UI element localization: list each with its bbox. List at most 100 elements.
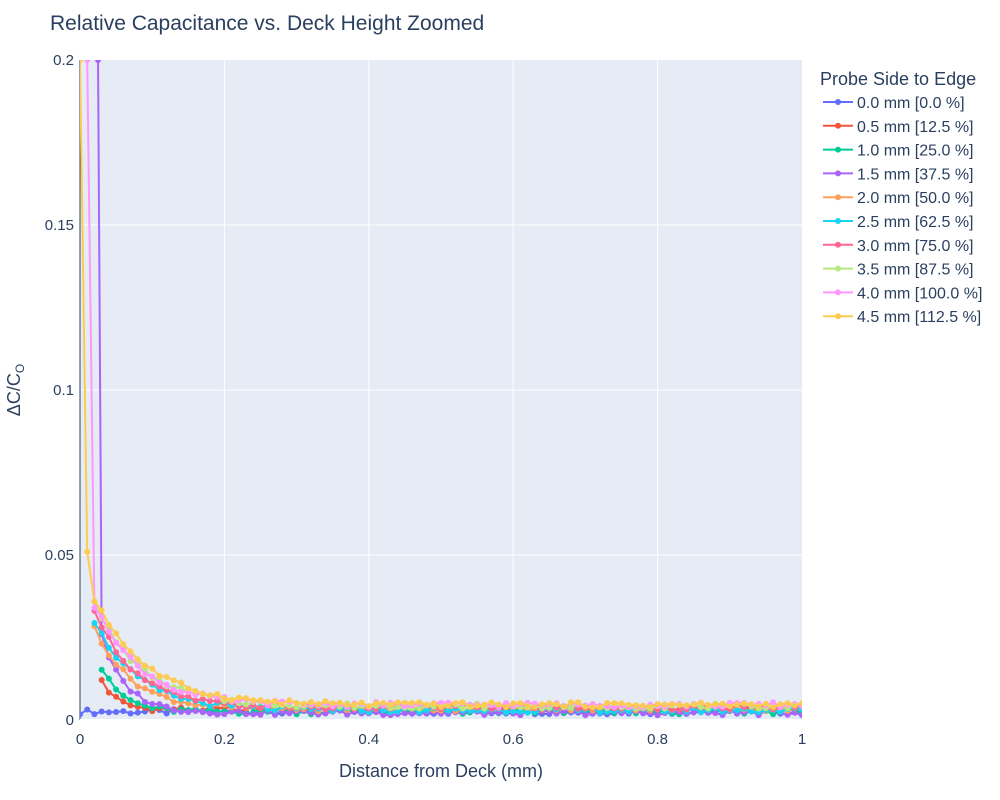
data-point [799, 712, 802, 719]
data-point [214, 690, 221, 697]
data-point [127, 702, 134, 709]
data-point [531, 704, 538, 711]
legend-marker-swatch [835, 218, 841, 224]
legend-item[interactable]: 4.5 mm [112.5 %] [823, 309, 981, 326]
data-point [387, 701, 394, 708]
data-point [113, 708, 120, 715]
data-point [105, 709, 112, 716]
data-point [243, 695, 250, 702]
y-axis-title: ΔC/CO [4, 364, 27, 416]
data-point [120, 677, 127, 684]
data-point [676, 706, 683, 713]
legend-item[interactable]: 0.0 mm [0.0 %] [823, 95, 965, 112]
data-point [459, 705, 466, 712]
y-axis-title-group: ΔC/CO [4, 364, 27, 416]
data-point [770, 699, 777, 706]
data-point [127, 653, 134, 660]
data-point [105, 652, 112, 659]
data-point [344, 711, 351, 718]
data-point [777, 708, 784, 715]
data-point [596, 709, 603, 716]
data-point [113, 649, 120, 656]
data-point [91, 620, 98, 627]
data-point [98, 676, 105, 683]
chart-title: Relative Capacitance vs. Deck Height Zoo… [50, 12, 484, 35]
data-point [141, 698, 148, 705]
legend-item[interactable]: 2.0 mm [50.0 %] [823, 190, 974, 207]
data-point [178, 693, 185, 700]
data-point [149, 665, 156, 672]
y-tick-label: 0.2 [53, 52, 74, 69]
data-point [134, 700, 141, 707]
legend-item[interactable]: 0.5 mm [12.5 %] [823, 119, 974, 136]
data-point [91, 604, 98, 611]
data-point [712, 701, 719, 708]
legend-item[interactable]: 3.5 mm [87.5 %] [823, 262, 974, 279]
data-point [380, 711, 387, 718]
data-point [250, 697, 257, 704]
legend-item[interactable]: 2.5 mm [62.5 %] [823, 214, 974, 231]
data-point [120, 641, 127, 648]
data-point [380, 699, 387, 706]
legend-item[interactable]: 1.0 mm [25.0 %] [823, 143, 974, 160]
data-point [423, 707, 430, 714]
data-point [271, 711, 278, 718]
data-point [770, 711, 777, 718]
x-tick-label: 0.4 [358, 731, 379, 748]
data-point [423, 701, 430, 708]
data-point [271, 702, 278, 709]
data-point [654, 700, 661, 707]
data-point [329, 700, 336, 707]
data-point [84, 60, 91, 63]
data-point [611, 700, 618, 707]
y-tick-label: 0.15 [45, 217, 74, 234]
data-point [105, 644, 112, 651]
data-point [344, 701, 351, 708]
data-point [373, 700, 380, 707]
legend-item[interactable]: 3.0 mm [75.0 %] [823, 238, 974, 255]
data-point [394, 704, 401, 711]
data-point [791, 709, 798, 716]
legend-item[interactable]: 4.0 mm [100.0 %] [823, 285, 982, 302]
data-point [661, 701, 668, 708]
legend-label: 1.5 mm [37.5 %] [857, 166, 974, 183]
x-axis-title: Distance from Deck (mm) [339, 761, 543, 781]
data-point [481, 701, 488, 708]
data-point [336, 699, 343, 706]
data-point [315, 701, 322, 708]
data-point [120, 647, 127, 654]
data-point [120, 692, 127, 699]
data-point [726, 703, 733, 710]
data-point [98, 607, 105, 614]
data-point [690, 709, 697, 716]
data-point [690, 701, 697, 708]
data-point [105, 628, 112, 635]
data-point [170, 699, 177, 706]
data-point [394, 708, 401, 715]
data-point [409, 699, 416, 706]
data-point [380, 707, 387, 714]
data-point [199, 708, 206, 715]
data-point [799, 700, 802, 707]
data-point [134, 709, 141, 716]
data-point [192, 697, 199, 704]
data-point [271, 707, 278, 714]
data-point [524, 702, 531, 709]
data-point [697, 704, 704, 711]
legend-marker-swatch [835, 194, 841, 201]
data-point [430, 700, 437, 707]
data-point [322, 698, 329, 705]
legend-label: 0.0 mm [0.0 %] [857, 95, 965, 112]
data-point [734, 707, 741, 714]
data-point [647, 703, 654, 710]
data-point [214, 711, 221, 718]
data-point [510, 700, 517, 707]
data-point [91, 598, 98, 605]
data-point [748, 708, 755, 715]
legend-item[interactable]: 1.5 mm [37.5 %] [823, 166, 974, 183]
data-point [517, 699, 524, 706]
data-point [141, 677, 148, 684]
data-point [113, 654, 120, 661]
data-point [279, 701, 286, 708]
data-point [134, 683, 141, 690]
